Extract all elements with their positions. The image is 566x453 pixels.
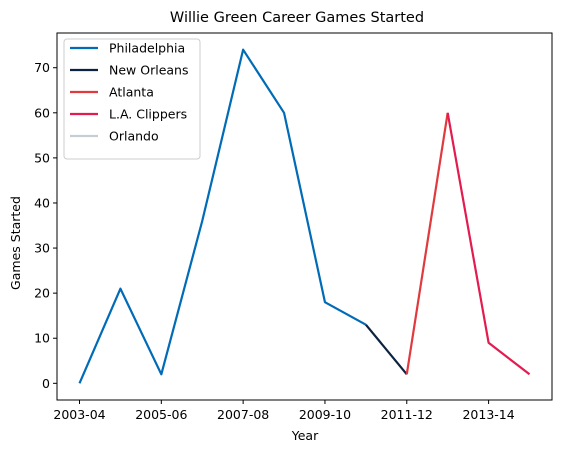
x-tick-label: 2009-10 [299,407,351,422]
y-tick-label: 20 [34,286,50,301]
legend-label-orlando: Orlando [109,129,159,144]
y-tick-label: 50 [34,150,50,165]
x-tick-label: 2007-08 [217,407,269,422]
x-axis-title: Year [291,428,319,443]
x-tick-label: 2011-12 [381,407,433,422]
y-axis-title: Games Started [8,196,23,290]
series-layer [78,48,531,384]
y-tick-label: 30 [34,241,50,256]
legend: Philadelphia New Orleans Atlanta L.A. Clipp… [63,38,201,160]
x-tick-label: 2003-04 [53,407,105,422]
x-tick-label: 2005-06 [135,407,187,422]
axes: 0 10 20 30 40 50 60 70 2003-04 2005-06 2007-08 2009… [34,32,553,422]
chart-title: Willie Green Career Games Started [170,10,424,26]
legend-label-philadelphia: Philadelphia [109,41,185,56]
x-tick-label: 2013-14 [462,407,514,422]
series-line-new-orleans [365,324,408,375]
y-tick-label: 10 [34,331,50,346]
y-tick-label: 0 [42,376,50,391]
legend-label-new-orleans: New Orleans [109,63,188,78]
series-line-philadelphia [78,48,367,384]
y-tick-label: 70 [34,60,50,75]
legend-label-l-a-clippers: L.A. Clippers [109,107,187,122]
y-tick-label: 60 [34,105,50,120]
plot-frame [56,32,553,401]
y-tick-label: 40 [34,195,50,210]
series-line-l-a-clippers [446,112,531,376]
series-line-atlanta [405,112,449,375]
legend-label-atlanta: Atlanta [109,85,154,100]
